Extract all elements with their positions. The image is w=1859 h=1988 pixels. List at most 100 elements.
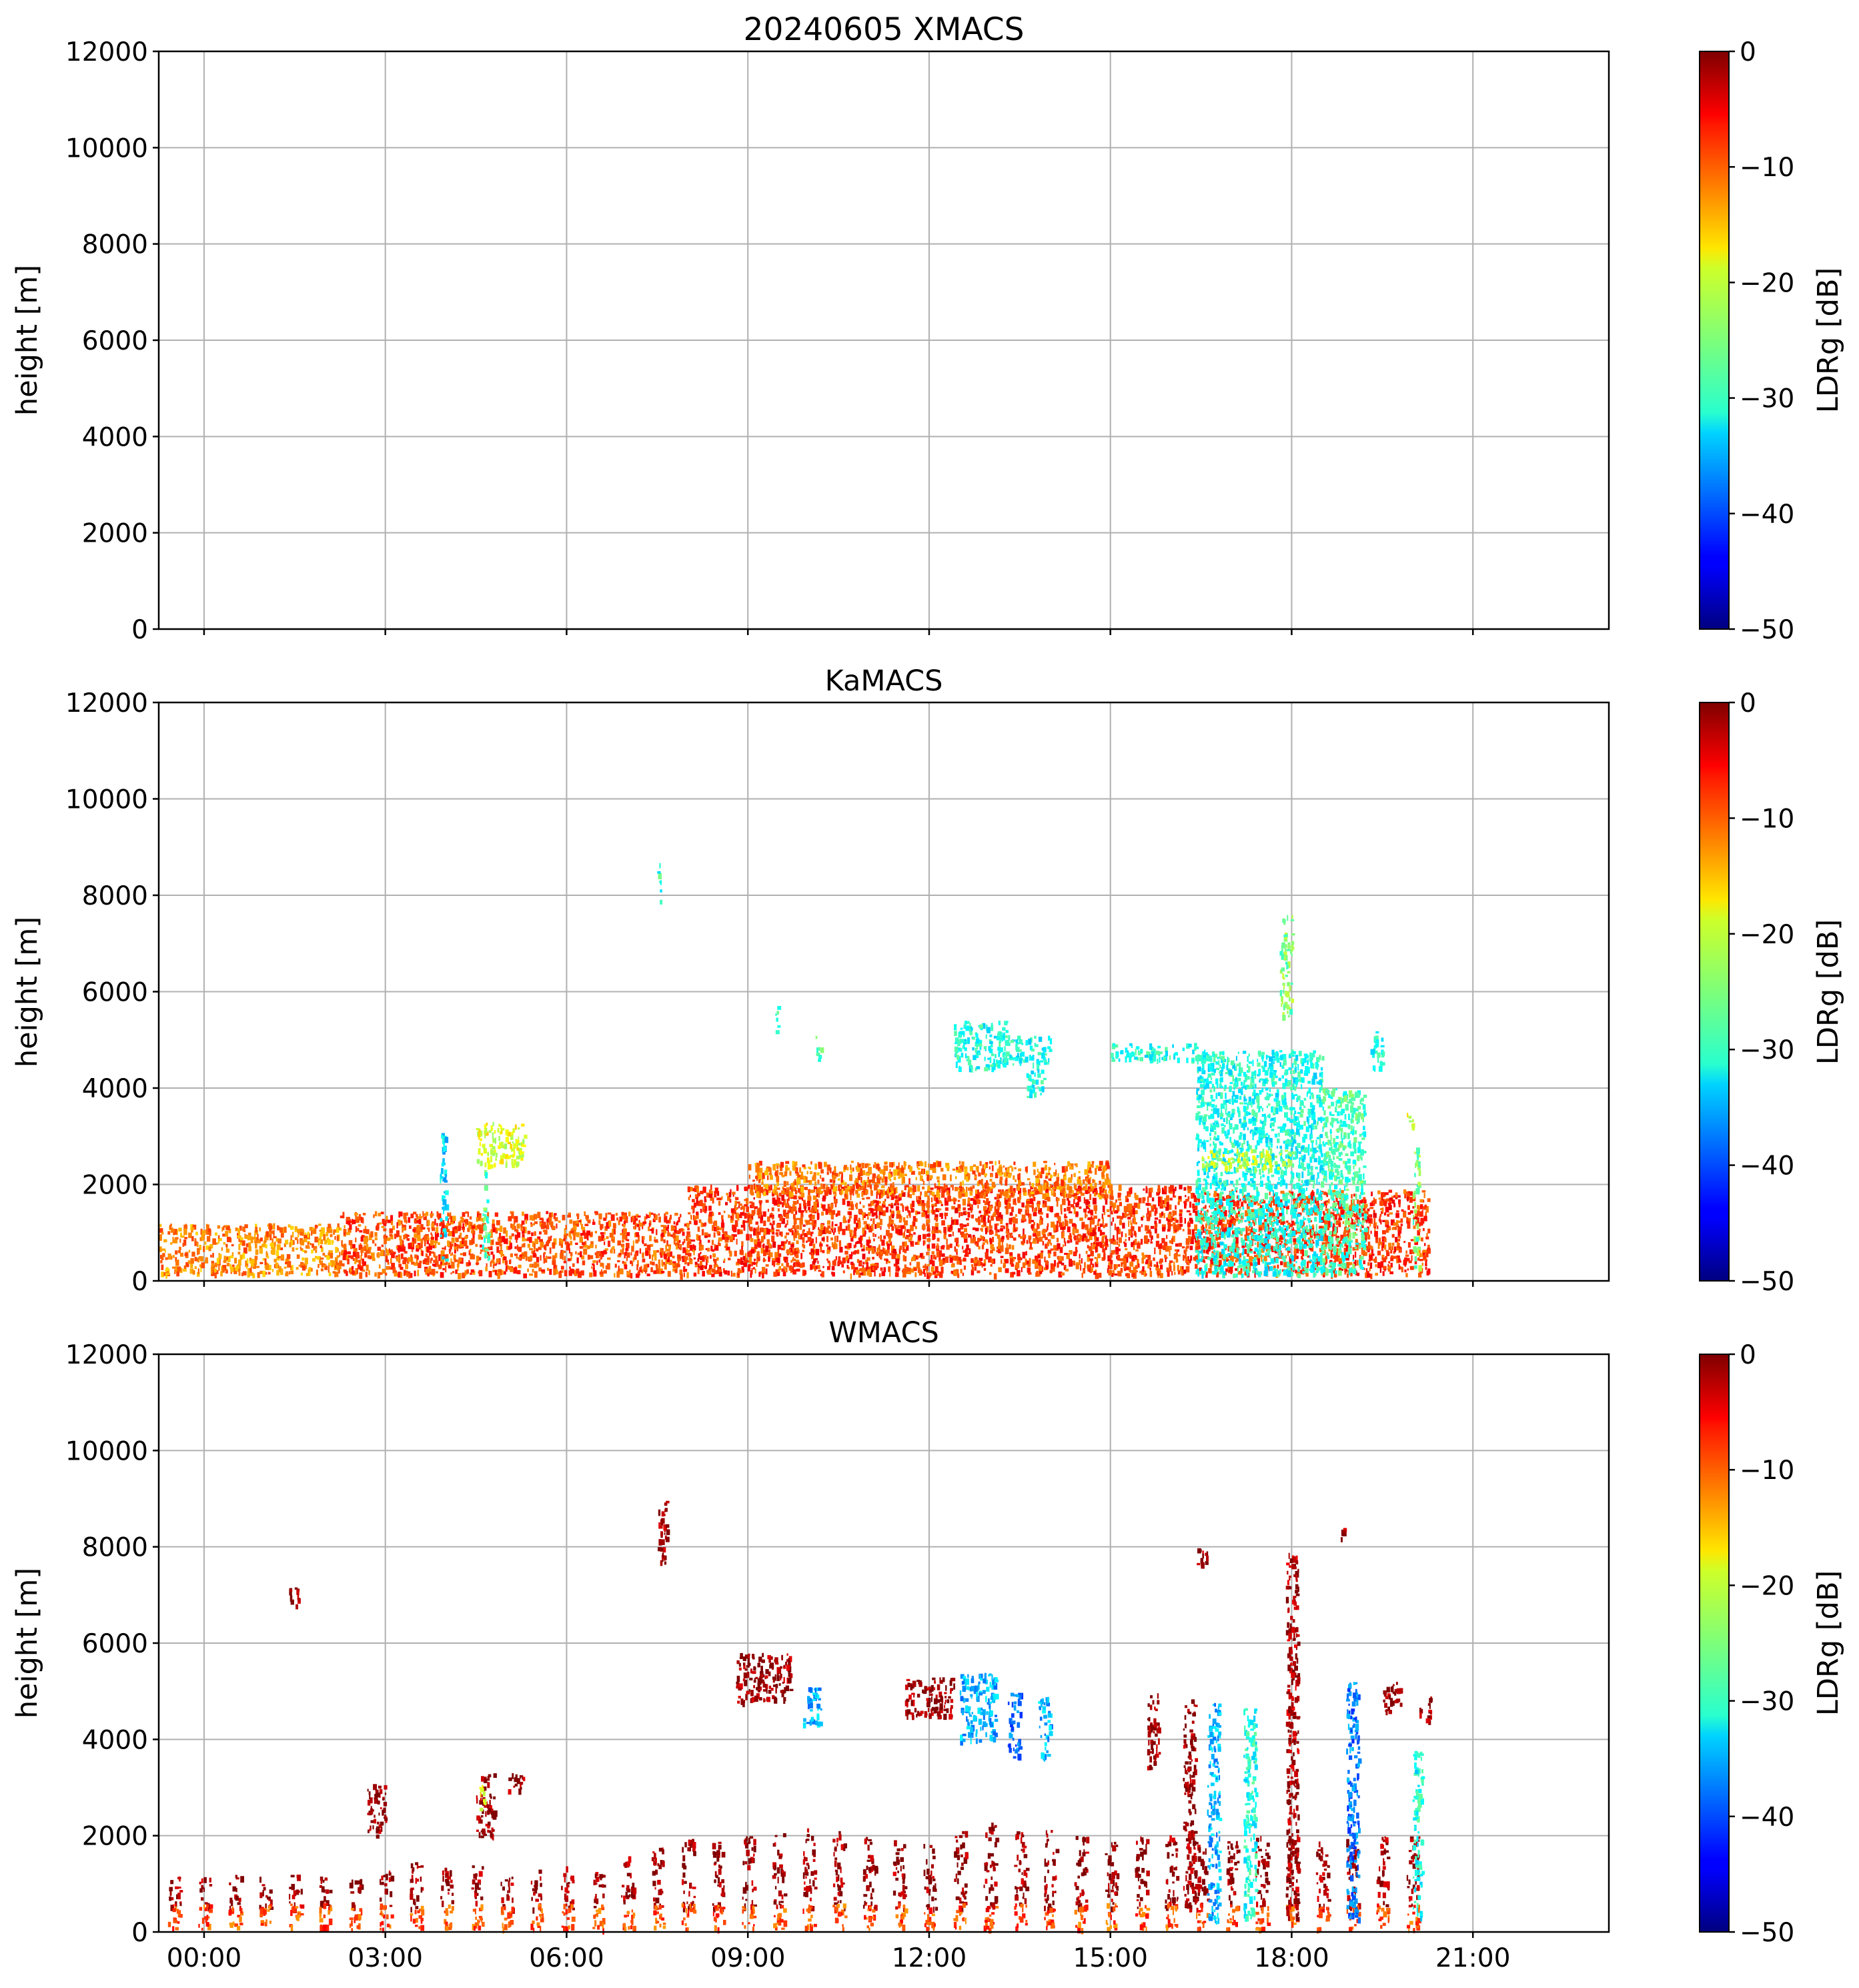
data-cell	[791, 1266, 794, 1273]
data-cell	[858, 1272, 861, 1278]
data-cell	[1087, 1245, 1089, 1249]
data-cell	[1081, 1221, 1085, 1227]
data-cell	[543, 1257, 545, 1264]
data-cell	[1037, 1239, 1039, 1244]
data-cell	[430, 1213, 434, 1216]
data-cell	[988, 1215, 990, 1218]
data-cell	[785, 1213, 789, 1219]
data-cell	[175, 1260, 179, 1266]
data-cell	[693, 1250, 695, 1256]
data-cell	[1148, 1192, 1152, 1198]
data-cell	[1285, 1255, 1287, 1259]
data-cell	[698, 1253, 700, 1260]
data-cell	[638, 1227, 640, 1231]
data-cell	[546, 1225, 550, 1229]
data-cell	[217, 1235, 220, 1241]
data-cell	[1425, 1259, 1427, 1266]
data-cell	[1340, 1209, 1345, 1215]
data-cell	[650, 1229, 653, 1231]
data-cell	[1293, 1239, 1297, 1246]
data-cell	[590, 1244, 594, 1248]
data-cell	[931, 1251, 935, 1255]
data-cell	[564, 1228, 566, 1235]
data-cell	[983, 1199, 985, 1203]
data-cell	[1154, 1217, 1159, 1220]
data-cell	[283, 1243, 286, 1248]
data-cell	[876, 1252, 880, 1256]
data-cell	[1172, 1210, 1175, 1217]
data-cell	[1133, 1267, 1135, 1274]
data-cell	[1397, 1226, 1399, 1231]
data-cell	[688, 1258, 693, 1265]
data-cell	[1344, 1239, 1347, 1247]
data-cell	[918, 1235, 921, 1241]
data-cell	[594, 1231, 597, 1233]
data-cell	[350, 1255, 353, 1260]
data-cell	[658, 1259, 660, 1266]
data-cell	[735, 1207, 737, 1211]
data-cell	[1353, 1255, 1355, 1260]
data-cell	[922, 1240, 924, 1246]
data-cell	[199, 1244, 202, 1250]
data-cell	[1093, 1241, 1096, 1244]
data-cell	[529, 1274, 534, 1276]
data-cell	[1305, 1195, 1309, 1200]
data-cell	[617, 1240, 622, 1246]
data-cell	[699, 1239, 702, 1246]
data-cell	[1131, 1241, 1134, 1248]
data-cell	[799, 1218, 803, 1225]
data-cell	[288, 1261, 291, 1268]
data-cell	[206, 1224, 209, 1229]
data-cell	[907, 1191, 910, 1197]
data-cell	[1111, 1250, 1115, 1255]
data-cell	[955, 1207, 959, 1213]
data-cell	[430, 1251, 434, 1254]
data-cell	[417, 1270, 420, 1277]
data-cell	[1390, 1219, 1395, 1225]
data-cell	[578, 1271, 582, 1278]
data-cell	[1101, 1185, 1104, 1190]
data-cell	[1245, 1210, 1249, 1215]
data-cell	[745, 1186, 749, 1190]
data-cell	[428, 1266, 432, 1272]
data-cell	[997, 1234, 1001, 1239]
data-cell	[1424, 1243, 1426, 1246]
data-cell	[751, 1262, 753, 1267]
data-cell	[491, 1259, 495, 1264]
data-cell	[648, 1226, 650, 1231]
data-cell	[811, 1214, 815, 1219]
data-cell	[400, 1239, 403, 1246]
data-cell	[1162, 1227, 1166, 1232]
data-cell	[845, 1225, 848, 1231]
data-cell	[727, 1195, 731, 1201]
data-cell	[226, 1226, 230, 1231]
data-cell	[549, 1212, 552, 1217]
data-cell	[425, 1253, 428, 1258]
data-cell	[611, 1237, 614, 1241]
data-cell	[927, 1206, 929, 1213]
data-cell	[170, 1242, 173, 1245]
data-cell	[480, 1250, 484, 1252]
data-cell	[795, 1262, 798, 1266]
data-cell	[1060, 1190, 1063, 1193]
data-cell	[935, 1256, 937, 1260]
data-cell	[739, 1270, 743, 1274]
data-cell	[390, 1267, 394, 1270]
data-cell	[594, 1211, 597, 1213]
data-cell	[1198, 1213, 1202, 1215]
data-cell	[1166, 1267, 1169, 1273]
data-cell	[353, 1248, 358, 1253]
data-cell	[800, 1215, 802, 1219]
data-cell	[1325, 1208, 1329, 1211]
data-cell	[1027, 1260, 1031, 1265]
data-cell	[756, 1231, 758, 1235]
data-cell	[785, 1223, 787, 1227]
data-cell	[217, 1225, 221, 1229]
data-cell	[1130, 1187, 1133, 1194]
data-cell	[914, 1210, 918, 1215]
data-cell	[941, 1253, 945, 1257]
data-cell	[1075, 1241, 1079, 1245]
data-cell	[779, 1231, 782, 1235]
data-cell	[1026, 1201, 1030, 1204]
data-cell	[728, 1258, 731, 1261]
